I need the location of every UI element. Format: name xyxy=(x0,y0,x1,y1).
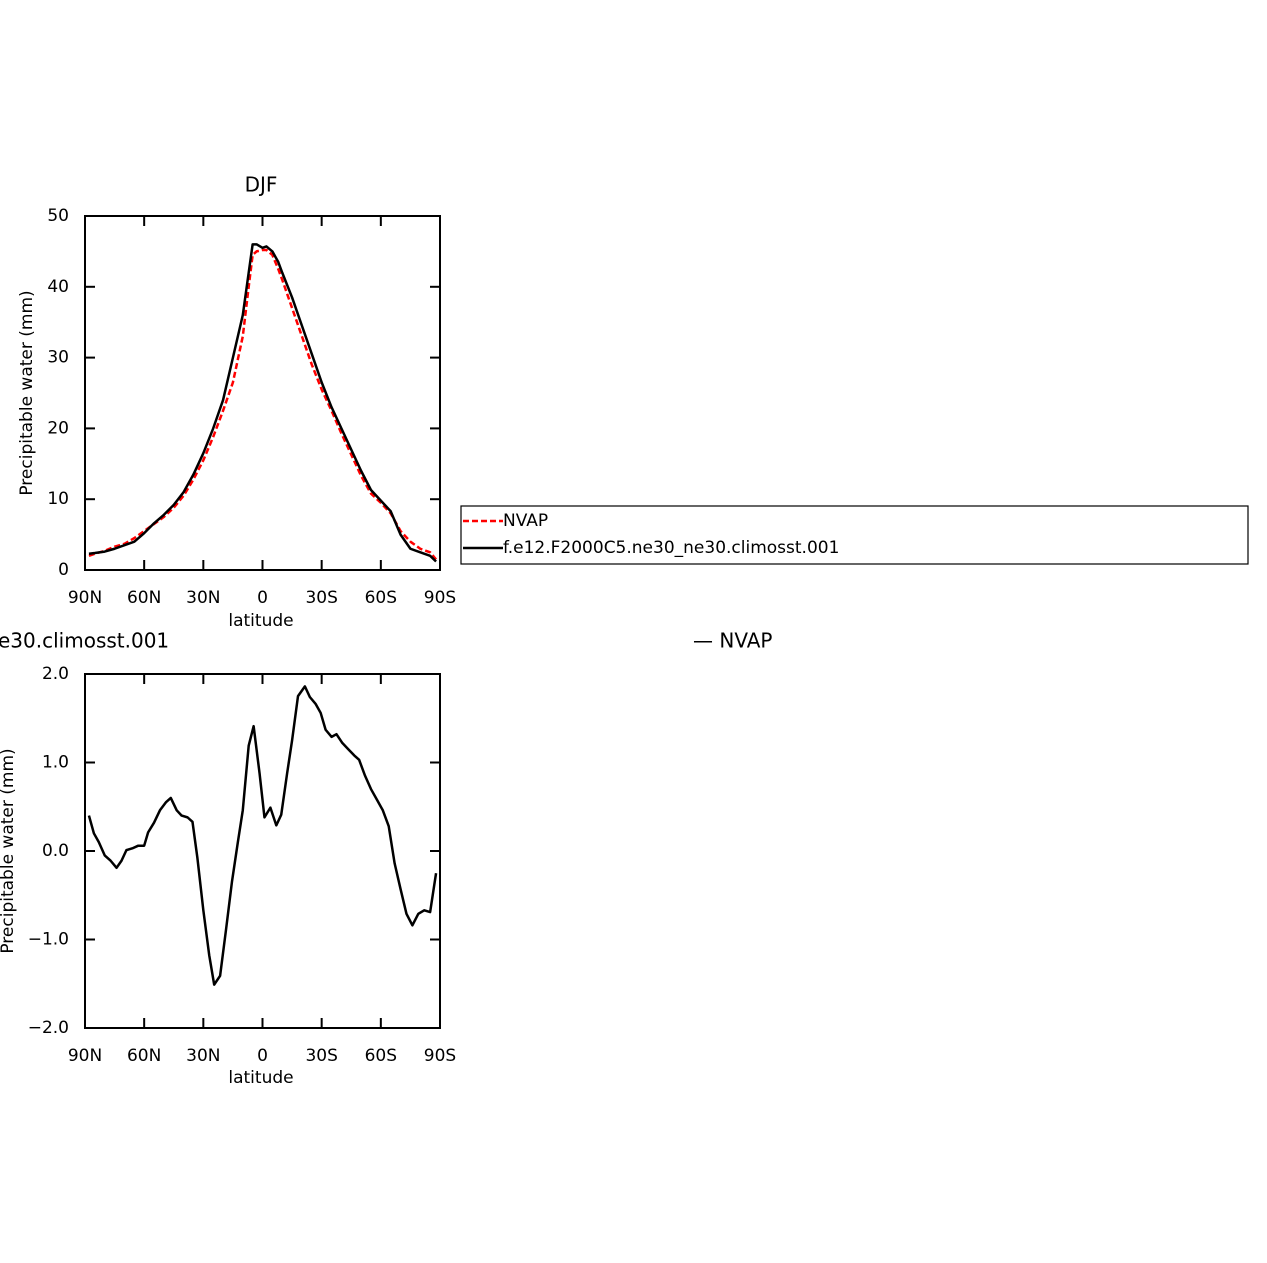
x-tick-label: 30N xyxy=(186,588,220,608)
y-tick-label: 10 xyxy=(47,489,69,509)
y-tick-label: 20 xyxy=(47,418,69,438)
legend-label: f.e12.F2000C5.ne30_ne30.climosst.001 xyxy=(503,538,839,558)
x-tick-label: 0 xyxy=(257,1046,268,1066)
x-tick-label: 30S xyxy=(305,1046,337,1066)
y-tick-label: 30 xyxy=(47,348,69,368)
y-tick-label: −2.0 xyxy=(28,1018,69,1038)
x-axis-label: latitude xyxy=(228,611,293,631)
legend-label: NVAP xyxy=(503,511,548,531)
y-tick-label: 40 xyxy=(47,277,69,297)
legend-box xyxy=(460,505,1249,565)
x-tick-label: 90N xyxy=(68,588,102,608)
chart-title: DJF xyxy=(245,173,278,197)
x-tick-label: 30S xyxy=(305,588,337,608)
y-tick-label: 0.0 xyxy=(42,841,69,861)
x-tick-label: 0 xyxy=(257,588,268,608)
y-tick-label: −1.0 xyxy=(28,930,69,950)
y-axis-label: Precipitable water (mm) xyxy=(0,748,18,953)
line-series xyxy=(88,248,438,561)
x-tick-label: 60S xyxy=(365,1046,397,1066)
x-tick-label: 90N xyxy=(68,1046,102,1066)
x-tick-label: 60N xyxy=(127,588,161,608)
y-tick-label: 50 xyxy=(47,206,69,226)
x-tick-label: 60S xyxy=(365,588,397,608)
chart-title: — NVAP xyxy=(693,629,772,653)
line-series xyxy=(87,685,438,986)
x-tick-label: 90S xyxy=(424,1046,456,1066)
y-tick-label: 1.0 xyxy=(42,753,69,773)
y-axis-label: Precipitable water (mm) xyxy=(17,290,37,495)
x-tick-label: 60N xyxy=(127,1046,161,1066)
y-tick-label: 2.0 xyxy=(42,664,69,684)
x-tick-label: 30N xyxy=(186,1046,220,1066)
line-series xyxy=(88,243,437,563)
chart-title: e30.climosst.001 xyxy=(0,629,169,653)
x-axis-label: latitude xyxy=(228,1068,293,1088)
y-tick-label: 0 xyxy=(58,560,69,580)
y-axis-label-clip: Precipitable water (mm) xyxy=(0,748,18,953)
x-tick-label: 90S xyxy=(424,588,456,608)
